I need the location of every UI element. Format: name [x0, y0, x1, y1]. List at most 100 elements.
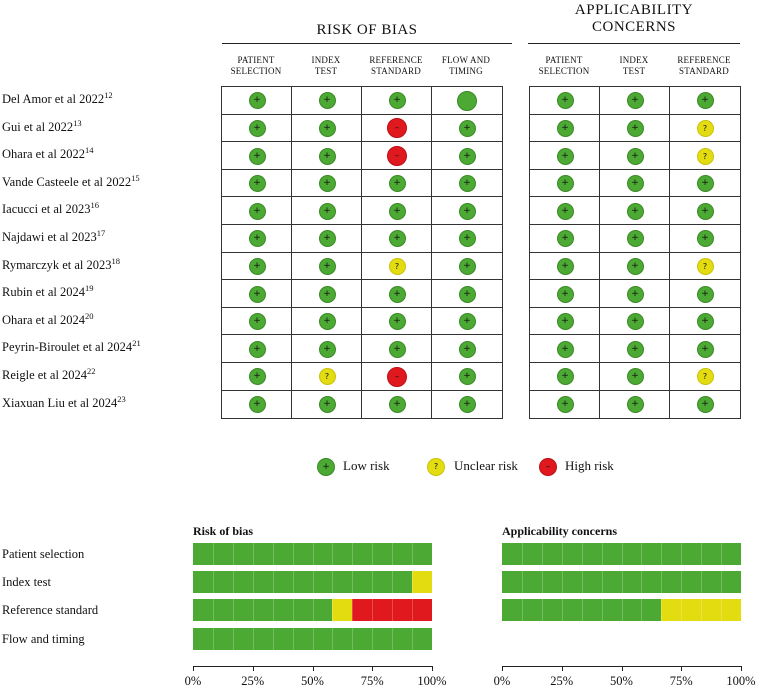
judgement-low-icon: + — [696, 175, 714, 193]
judgement-low-icon: + — [626, 368, 644, 386]
summary-x-tick — [561, 666, 563, 671]
judgement-unclear-icon: ? — [696, 257, 714, 275]
judgement-low-icon: + — [556, 147, 574, 165]
judgement-unclear-icon: ? — [696, 147, 714, 165]
summary-bar-divider — [601, 571, 603, 593]
rob-cell — [362, 280, 432, 308]
judgement-low-icon: + — [458, 285, 476, 303]
rob-cell — [292, 390, 362, 419]
rob-cell — [292, 363, 362, 391]
judgement-low-icon: + — [556, 175, 574, 193]
summary-bar-divider — [312, 571, 314, 593]
rob-cell — [292, 87, 362, 115]
app-cell — [530, 363, 600, 391]
rob-cell — [292, 114, 362, 143]
summary-bar-divider — [292, 571, 294, 593]
app-cell — [600, 87, 670, 115]
app-cell — [670, 115, 740, 143]
judgement-low-icon: + — [318, 395, 336, 413]
app-cell — [530, 335, 600, 363]
summary-bar-divider — [252, 543, 254, 565]
app-cell — [670, 335, 740, 363]
study-label: Iacucci et al 202316 — [2, 200, 99, 217]
judgement-low-icon: + — [626, 395, 644, 413]
study-label: Del Amor et al 202212 — [2, 90, 113, 107]
judgement-low-icon: + — [388, 285, 406, 303]
summary-bar-divider — [392, 543, 394, 565]
summary-bar-divider — [352, 543, 354, 565]
summary-x-tick-label: 75% — [669, 674, 693, 688]
app-col-header-line: PATIENT — [545, 55, 583, 65]
summary-bar-low — [193, 599, 333, 621]
rob-cell — [222, 252, 292, 281]
judgement-low-icon: + — [626, 257, 644, 275]
judgement-low-icon: + — [626, 92, 644, 110]
study-name: Ohara et al 2024 — [2, 312, 85, 327]
summary-bar-divider — [252, 628, 254, 650]
judgement-low-icon: + — [696, 202, 714, 220]
summary-bar-divider — [721, 543, 723, 565]
app-col-header-line: INDEX — [619, 55, 649, 65]
summary-bar-low — [502, 543, 741, 565]
study-ref: 17 — [96, 228, 106, 238]
summary-bar-low — [502, 599, 662, 621]
study-name: Iacucci et al 2023 — [2, 202, 91, 217]
rob-cell — [362, 169, 432, 198]
summary-bar-divider — [372, 599, 374, 621]
judgement-low-icon: + — [626, 230, 644, 248]
judgement-low-icon: + — [248, 202, 266, 220]
judgement-low-icon: + — [318, 175, 336, 193]
summary-bar-divider — [701, 571, 703, 593]
study-label: Rubin et al 202419 — [2, 283, 93, 300]
judgement-low-icon: + — [626, 175, 644, 193]
judgement-low-icon: + — [458, 257, 476, 275]
summary-bar-divider — [561, 571, 563, 593]
study-ref: 14 — [84, 145, 94, 156]
judgement-low-icon: + — [696, 230, 714, 248]
legend-low-icon: + — [317, 458, 335, 476]
study-name: Xiaxuan Liu et al 2024 — [2, 395, 118, 410]
summary-bar-divider — [661, 543, 663, 565]
study-label: Rymarczyk et al 202318 — [2, 256, 120, 273]
summary-x-tick — [681, 666, 683, 671]
rob-cell — [292, 335, 362, 363]
judgement-low-icon: + — [318, 257, 336, 275]
rob-cell — [222, 335, 292, 363]
judgement-unclear-icon: ? — [696, 119, 714, 137]
app-col-header-line: TEST — [622, 66, 646, 76]
judgement-low-icon: + — [556, 340, 574, 358]
summary-category-label: Patient selection — [2, 547, 85, 561]
summary-chart-title: Applicability concerns — [502, 524, 618, 538]
summary-bar-low — [193, 543, 432, 565]
rob-cell — [362, 307, 432, 336]
summary-bar-divider — [312, 628, 314, 650]
summary-bar-divider — [392, 628, 394, 650]
judgement-unclear-icon: ? — [318, 368, 336, 386]
app-cell — [670, 308, 740, 336]
summary-x-tick-label: 25% — [550, 674, 574, 688]
app-cell — [670, 87, 740, 115]
rob-cell — [432, 225, 502, 253]
judgement-low-icon: + — [626, 285, 644, 303]
summary-bar-divider — [581, 599, 583, 621]
judgement-low-icon: + — [696, 395, 714, 413]
summary-bar-divider — [232, 571, 234, 593]
study-label: Xiaxuan Liu et al 202423 — [2, 394, 126, 411]
rob-cell — [362, 390, 432, 419]
summary-bar-divider — [721, 571, 723, 593]
summary-bar-divider — [681, 571, 683, 593]
rob-cell — [432, 170, 502, 198]
study-name: Najdawi et al 2023 — [2, 230, 97, 244]
summary-bar-divider — [212, 571, 214, 593]
rob-cell — [222, 142, 292, 170]
rob-cell — [222, 87, 292, 115]
summary-category-label: Flow and timing — [2, 632, 85, 646]
legend-unclear-label: Unclear risk — [454, 458, 518, 473]
summary-bar-low — [193, 628, 432, 650]
judgement-high-icon: – — [387, 118, 407, 139]
study-name: Vande Casteele et al 2022 — [2, 174, 132, 189]
summary-bar-unclear — [661, 599, 741, 621]
summary-bar-divider — [392, 571, 394, 593]
study-ref: 22 — [87, 366, 96, 376]
app-cell — [600, 114, 670, 143]
